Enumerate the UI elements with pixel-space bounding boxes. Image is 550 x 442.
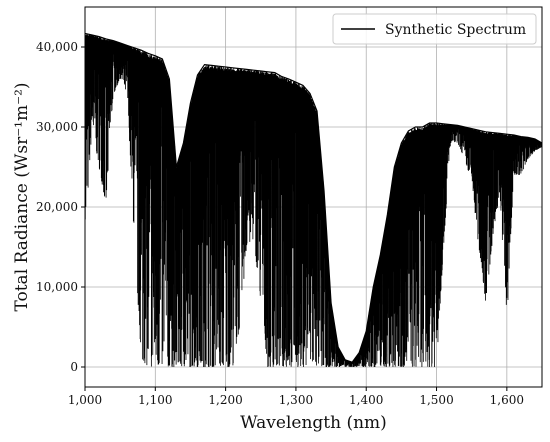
x-tick-label: 1,400 <box>349 393 383 407</box>
x-tick-label: 1,300 <box>279 393 313 407</box>
x-tick-label: 1,500 <box>419 393 453 407</box>
y-axis-title: Total Radiance (Wsr⁻¹m⁻²) <box>12 82 32 311</box>
x-tick-label: 1,600 <box>490 393 524 407</box>
plot-area-frame <box>84 6 543 388</box>
x-tick-label: 1,200 <box>208 393 242 407</box>
y-tick-label: 40,000 <box>36 40 78 54</box>
y-tick-label: 20,000 <box>36 200 78 214</box>
y-axis-ticks: 0 10,000 20,000 30,000 40,000 <box>36 40 85 374</box>
legend: Synthetic Spectrum <box>332 13 537 45</box>
legend-label: Synthetic Spectrum <box>385 22 526 38</box>
x-tick-label: 1,000 <box>68 393 102 407</box>
spectrum-series <box>84 32 543 367</box>
y-tick-label: 30,000 <box>36 120 78 134</box>
x-axis-ticks: 1,000 1,100 1,200 1,300 1,400 1,500 1,600 <box>68 387 524 407</box>
x-axis-title: Wavelength (nm) <box>240 413 387 433</box>
y-tick-label: 0 <box>70 360 78 374</box>
legend-box <box>332 13 537 45</box>
x-tick-label: 1,100 <box>138 393 172 407</box>
spectrum-upper-envelope <box>84 32 543 363</box>
y-tick-label: 10,000 <box>36 280 78 294</box>
